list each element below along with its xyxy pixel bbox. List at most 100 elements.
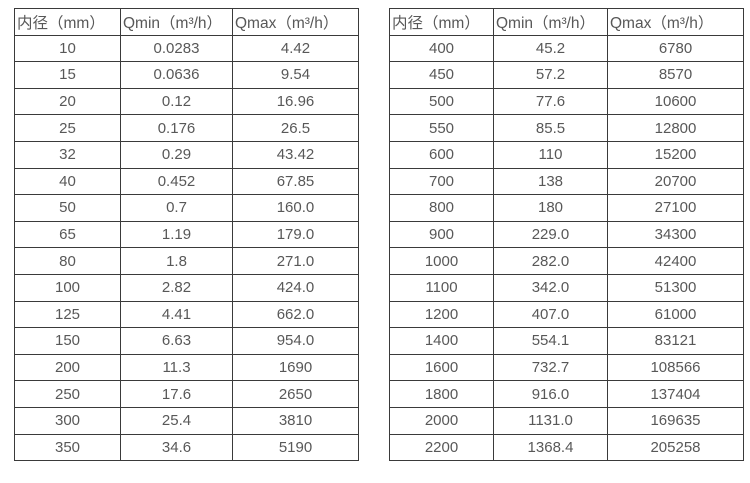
table-cell: 271.0 xyxy=(232,247,359,275)
table-cell: 205258 xyxy=(607,433,744,462)
spec-table-left: 内径（mm） Qmin（m³/h） Qmax（m³/h） 10 0.0283 4.4… xyxy=(14,8,359,462)
table-header-row: 内径（mm） Qmin（m³/h） Qmax（m³/h） xyxy=(389,8,744,36)
table-cell: 1100 xyxy=(389,273,494,302)
table-cell: 732.7 xyxy=(493,353,608,382)
table-cell: 51300 xyxy=(607,273,744,302)
table-cell: 600 xyxy=(389,140,494,169)
table-cell: 108566 xyxy=(607,353,744,382)
header-diameter: 内径（mm） xyxy=(14,8,121,36)
table-row: 550 85.5 12800 xyxy=(389,114,744,142)
table-body-right: 400 45.2 6780 450 57.2 8570 500 77.6 10600 550 85.… xyxy=(389,34,744,462)
table-row: 400 45.2 6780 xyxy=(389,34,744,63)
table-cell: 40 xyxy=(14,167,121,196)
table-cell: 42400 xyxy=(607,247,744,275)
table-cell: 550 xyxy=(389,114,494,142)
table-cell: 400 xyxy=(389,34,494,63)
table-row: 2000 1131.0 169635 xyxy=(389,406,744,435)
table-cell: 125 xyxy=(14,300,121,329)
table-cell: 34300 xyxy=(607,220,744,249)
table-row: 20 0.12 16.96 xyxy=(14,87,359,116)
table-row: 1800 916.0 137404 xyxy=(389,380,744,408)
table-cell: 57.2 xyxy=(493,61,608,89)
table-cell: 20 xyxy=(14,87,121,116)
table-row: 300 25.4 3810 xyxy=(14,406,359,435)
table-cell: 8570 xyxy=(607,61,744,89)
table-row: 2200 1368.4 205258 xyxy=(389,433,744,462)
table-cell: 67.85 xyxy=(232,167,359,196)
table-cell: 350 xyxy=(14,433,121,462)
table-cell: 500 xyxy=(389,87,494,116)
table-cell: 160.0 xyxy=(232,194,359,222)
table-row: 900 229.0 34300 xyxy=(389,220,744,249)
table-cell: 1400 xyxy=(389,327,494,355)
table-cell: 916.0 xyxy=(493,380,608,408)
table-cell: 1.19 xyxy=(120,220,233,249)
table-cell: 0.0636 xyxy=(120,61,233,89)
table-cell: 138 xyxy=(493,167,608,196)
header-qmin: Qmin（m³/h） xyxy=(120,8,233,36)
table-row: 10 0.0283 4.42 xyxy=(14,34,359,63)
table-cell: 11.3 xyxy=(120,353,233,382)
table-cell: 5190 xyxy=(232,433,359,462)
table-row: 40 0.452 67.85 xyxy=(14,167,359,196)
spec-tables-container: 内径（mm） Qmin（m³/h） Qmax（m³/h） 10 0.0283 4.4… xyxy=(14,8,750,462)
header-qmax: Qmax（m³/h） xyxy=(607,8,744,36)
table-row: 500 77.6 10600 xyxy=(389,87,744,116)
table-cell: 1200 xyxy=(389,300,494,329)
table-cell: 300 xyxy=(14,406,121,435)
table-cell: 200 xyxy=(14,353,121,382)
table-cell: 450 xyxy=(389,61,494,89)
table-cell: 1.8 xyxy=(120,247,233,275)
table-cell: 800 xyxy=(389,194,494,222)
table-cell: 342.0 xyxy=(493,273,608,302)
table-row: 1400 554.1 83121 xyxy=(389,327,744,355)
table-row: 32 0.29 43.42 xyxy=(14,140,359,169)
table-cell: 61000 xyxy=(607,300,744,329)
table-cell: 1368.4 xyxy=(493,433,608,462)
table-cell: 34.6 xyxy=(120,433,233,462)
table-cell: 180 xyxy=(493,194,608,222)
table-cell: 169635 xyxy=(607,406,744,435)
table-cell: 0.12 xyxy=(120,87,233,116)
table-cell: 0.0283 xyxy=(120,34,233,63)
table-cell: 2650 xyxy=(232,380,359,408)
table-cell: 17.6 xyxy=(120,380,233,408)
table-cell: 424.0 xyxy=(232,273,359,302)
header-qmax: Qmax（m³/h） xyxy=(232,8,359,36)
table-cell: 25.4 xyxy=(120,406,233,435)
table-cell: 2.82 xyxy=(120,273,233,302)
table-row: 350 34.6 5190 xyxy=(14,433,359,462)
table-cell: 12800 xyxy=(607,114,744,142)
table-cell: 16.96 xyxy=(232,87,359,116)
table-cell: 900 xyxy=(389,220,494,249)
header-qmin: Qmin（m³/h） xyxy=(493,8,608,36)
table-cell: 15 xyxy=(14,61,121,89)
spec-table-right: 内径（mm） Qmin（m³/h） Qmax（m³/h） 400 45.2 6780… xyxy=(389,8,744,462)
table-row: 1200 407.0 61000 xyxy=(389,300,744,329)
table-row: 100 2.82 424.0 xyxy=(14,273,359,302)
table-cell: 77.6 xyxy=(493,87,608,116)
table-cell: 6780 xyxy=(607,34,744,63)
table-row: 600 110 15200 xyxy=(389,140,744,169)
table-cell: 10600 xyxy=(607,87,744,116)
table-cell: 229.0 xyxy=(493,220,608,249)
table-row: 15 0.0636 9.54 xyxy=(14,61,359,89)
table-cell: 27100 xyxy=(607,194,744,222)
table-cell: 1000 xyxy=(389,247,494,275)
table-cell: 6.63 xyxy=(120,327,233,355)
table-body-left: 10 0.0283 4.42 15 0.0636 9.54 20 0.12 16.96 25 0.1… xyxy=(14,34,359,462)
table-cell: 26.5 xyxy=(232,114,359,142)
table-cell: 179.0 xyxy=(232,220,359,249)
table-cell: 0.7 xyxy=(120,194,233,222)
table-cell: 25 xyxy=(14,114,121,142)
table-row: 125 4.41 662.0 xyxy=(14,300,359,329)
table-cell: 407.0 xyxy=(493,300,608,329)
table-cell: 32 xyxy=(14,140,121,169)
table-cell: 1131.0 xyxy=(493,406,608,435)
table-cell: 0.452 xyxy=(120,167,233,196)
table-cell: 20700 xyxy=(607,167,744,196)
table-row: 450 57.2 8570 xyxy=(389,61,744,89)
table-row: 250 17.6 2650 xyxy=(14,380,359,408)
table-row: 50 0.7 160.0 xyxy=(14,194,359,222)
